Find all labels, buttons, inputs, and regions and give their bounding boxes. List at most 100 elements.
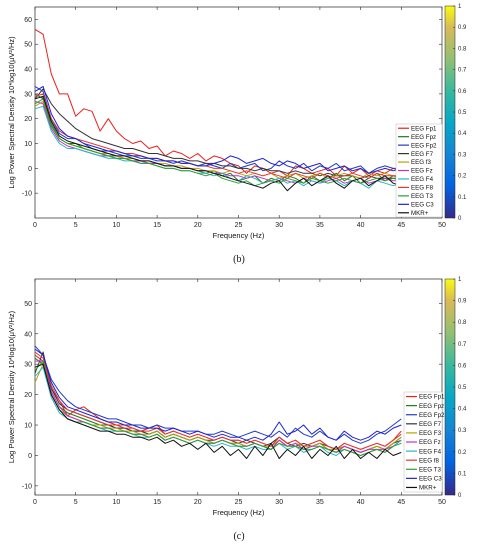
series-line-mkr- <box>34 363 402 459</box>
legend-entry: MKR+ <box>411 210 429 217</box>
x-tick-label: 10 <box>113 499 121 506</box>
colorbar-tick-label: 0 <box>458 493 462 499</box>
x-axis-label: Frequency (Hz) <box>213 231 265 240</box>
series-line-eeg-f8 <box>34 351 402 450</box>
colorbar-tick-label: 0.1 <box>458 195 467 201</box>
series-line-eeg-f7 <box>34 88 402 179</box>
x-tick-label: 25 <box>235 222 243 229</box>
colorbar-tick-label: 0.7 <box>458 342 467 348</box>
x-tick-label: 30 <box>275 222 283 229</box>
series-line-eeg-t3 <box>34 98 402 187</box>
legend-entry: EEG F4 <box>411 176 434 183</box>
series-line-eeg-c3 <box>34 348 402 441</box>
colorbar-tick-label: 1 <box>458 4 462 10</box>
x-tick-label: 25 <box>235 499 243 506</box>
x-tick-label: 20 <box>194 499 202 506</box>
y-axis-label: Log Power Spectral Density 10*log10(μV²/… <box>7 310 16 463</box>
legend-entry: EEG F3 <box>419 430 442 437</box>
chart-panel-b: 0 5 10 15 20 25 30 35 40 45 50-100102030405060EEG … <box>7 4 467 265</box>
colorbar-tick-label: 0.2 <box>458 450 467 456</box>
series-line-eeg-fp1 <box>34 28 402 177</box>
x-tick-label: 40 <box>357 222 365 229</box>
series-line-eeg-t3 <box>34 360 402 456</box>
colorbar-tick-label: 0.6 <box>458 89 467 95</box>
legend-entry: EEG Fz <box>411 168 433 175</box>
colorbar-tick-label: 0.8 <box>458 320 467 326</box>
y-tick-label: 10 <box>24 141 32 148</box>
x-tick-label: 20 <box>194 222 202 229</box>
legend-entry: EEG Fp2 <box>419 412 445 419</box>
x-tick-label: 50 <box>438 222 446 229</box>
legend-entry: EEG C3 <box>419 476 442 483</box>
legend-entry: EEG Fp2 <box>411 142 437 149</box>
colorbar-tick-label: 0.4 <box>458 407 467 413</box>
x-tick-label: 10 <box>113 222 121 229</box>
x-tick-label: 0 <box>33 222 37 229</box>
colorbar-tick-label: 0.8 <box>458 46 467 52</box>
y-tick-label: 20 <box>24 392 32 399</box>
y-tick-label: 40 <box>24 67 32 74</box>
y-tick-label: 50 <box>24 42 32 49</box>
colorbar-tick-label: 0.5 <box>458 385 467 391</box>
colorbar-tick-label: 0.3 <box>458 152 467 158</box>
x-tick-label: 5 <box>74 499 78 506</box>
x-tick-label: 5 <box>74 222 78 229</box>
colorbar-tick-label: 0 <box>458 216 462 222</box>
series-line-eeg-fp2 <box>34 345 402 444</box>
legend-entry: EEG F8 <box>411 185 434 192</box>
panel-caption: (b) <box>233 254 245 265</box>
legend-entry: EEG T3 <box>419 466 441 473</box>
x-tick-label: 45 <box>397 222 405 229</box>
y-tick-label: 60 <box>24 17 32 24</box>
y-tick-label: 0 <box>28 166 32 173</box>
y-tick-label: 50 <box>24 301 32 308</box>
x-tick-label: 30 <box>275 499 283 506</box>
colorbar-tick-label: 0.4 <box>458 131 467 137</box>
x-tick-label: 45 <box>397 499 405 506</box>
colorbar-tick-label: 0.5 <box>458 110 467 116</box>
plot-area <box>34 278 443 496</box>
plot-area <box>34 6 443 219</box>
x-tick-label: 40 <box>357 499 365 506</box>
x-axis-label: Frequency (Hz) <box>213 508 265 517</box>
x-tick-label: 50 <box>438 499 446 506</box>
colorbar-tick-label: 0.3 <box>458 428 467 434</box>
x-tick-label: 35 <box>316 499 324 506</box>
y-tick-label: -10 <box>22 191 32 198</box>
y-axis-label: Log Power Spectral Density 10*log10(μV²/… <box>7 36 16 189</box>
x-tick-label: 15 <box>153 499 161 506</box>
legend-entry: EEG Fp1 <box>411 125 437 132</box>
x-tick-label: 35 <box>316 222 324 229</box>
y-tick-label: 30 <box>24 91 32 98</box>
series-line-eeg-c3 <box>34 85 402 174</box>
x-tick-label: 15 <box>153 222 161 229</box>
y-tick-label: 20 <box>24 116 32 123</box>
y-tick-label: 0 <box>28 453 32 460</box>
y-tick-label: 30 <box>24 362 32 369</box>
legend-entry: EEG Fpz <box>411 134 436 141</box>
colorbar-tick-label: 1 <box>458 277 462 283</box>
legend-entry: EEG f8 <box>419 457 440 464</box>
y-tick-label: -10 <box>22 483 32 490</box>
x-tick-label: 0 <box>33 499 37 506</box>
legend-entry: MKR+ <box>419 485 437 492</box>
legend-entry: EEG T3 <box>411 193 433 200</box>
y-tick-label: 10 <box>24 423 32 430</box>
colorbar-tick-label: 0.1 <box>458 471 467 477</box>
legend-entry: EEG C3 <box>411 202 434 209</box>
legend-entry: EEG F7 <box>411 151 434 158</box>
legend-entry: EEG f3 <box>411 159 432 166</box>
series-line-eeg-f8 <box>34 93 402 179</box>
colorbar-tick-label: 0.2 <box>458 174 467 180</box>
legend-entry: EEG F4 <box>419 448 442 455</box>
legend-entry: EEG Fz <box>419 439 441 446</box>
colorbar-tick-label: 0.6 <box>458 363 467 369</box>
panel-caption: (c) <box>233 531 244 542</box>
colorbar-tick-label: 0.7 <box>458 68 467 74</box>
colorbar-tick-label: 0.9 <box>458 25 467 31</box>
legend-entry: EEG Fp1 <box>419 394 445 401</box>
legend-entry: EEG Fpz <box>419 403 444 410</box>
legend-entry: EEG F7 <box>419 421 442 428</box>
